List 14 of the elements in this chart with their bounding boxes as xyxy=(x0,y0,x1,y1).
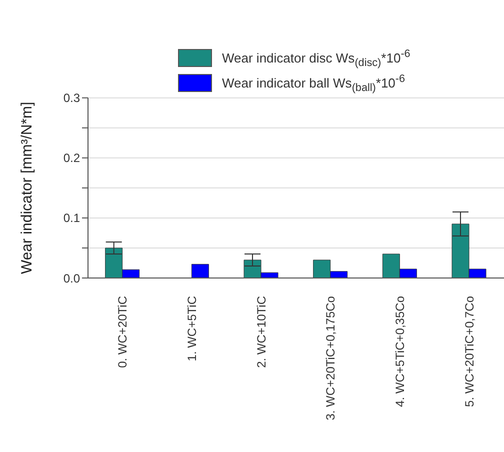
x-tick-label: 0. WC+20TiC xyxy=(116,296,130,368)
y-tick-label: 0.0 xyxy=(63,271,80,286)
y-axis-title: Wear indicator [mm³/N*m] xyxy=(18,102,36,274)
x-tick-label: 2. WC+10TiC xyxy=(254,296,268,368)
x-tick-label: 5. WC+20TiC+0,7Co xyxy=(462,296,476,407)
y-tick-label: 0.1 xyxy=(63,211,80,226)
bar xyxy=(191,264,209,278)
x-tick-label: 3. WC+20TiC+0,175Co xyxy=(324,296,338,420)
x-tick-label: 1. WC+5TiC xyxy=(185,296,199,362)
y-tick-label: 0.2 xyxy=(63,151,80,166)
legend-label: Wear indicator disc Ws$_{(disc)}$*10$^{-6}$ xyxy=(222,48,410,69)
x-tick-label: 4. WC+5TiC+0,35Co xyxy=(393,296,407,407)
y-tick-label: 0.3 xyxy=(63,91,80,106)
legend-label: Wear indicator ball Ws$_{(ball)}$*10$^{-6}$ xyxy=(222,72,406,94)
